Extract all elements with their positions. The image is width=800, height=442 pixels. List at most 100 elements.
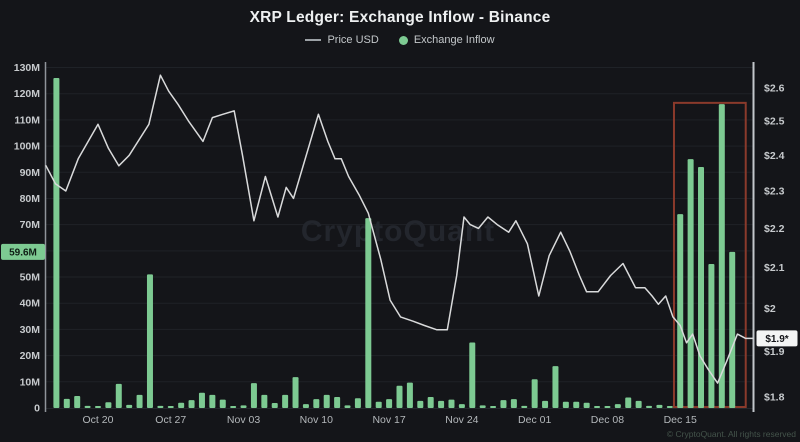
inflow-bar [625, 397, 632, 408]
inflow-bar [313, 399, 320, 408]
inflow-bar [469, 342, 476, 408]
inflow-bar [542, 400, 549, 408]
inflow-bar [510, 399, 517, 408]
x-axis-tick: Oct 27 [155, 414, 186, 426]
inflow-bar [438, 400, 445, 408]
right-axis-tick: $2 [764, 303, 776, 315]
left-axis-tick: 110M [14, 114, 40, 126]
inflow-bar [677, 214, 684, 408]
left-axis-tick: 70M [20, 219, 41, 231]
inflow-bar [718, 104, 725, 409]
inflow-bar [282, 394, 289, 408]
inflow-bar [562, 401, 569, 408]
legend-item-price-usd[interactable]: Price USD [305, 34, 379, 46]
inflow-bar [698, 167, 705, 408]
inflow-bar [666, 406, 673, 408]
inflow-bar [354, 398, 361, 408]
x-axis-tick: Nov 17 [372, 414, 405, 426]
inflow-value-badge-label: 59.6M [9, 247, 37, 258]
inflow-bar [198, 392, 205, 408]
inflow-bar [230, 406, 237, 408]
inflow-bar [531, 379, 538, 408]
inflow-bar [406, 382, 413, 408]
inflow-bar [302, 404, 309, 408]
inflow-bar [53, 77, 60, 408]
right-axis-tick: $2.1 [764, 262, 785, 274]
x-axis-tick: Dec 15 [664, 414, 697, 426]
inflow-bar [146, 274, 153, 408]
inflow-bar [157, 405, 164, 408]
inflow-bar [240, 405, 247, 408]
left-axis-tick: 90M [20, 167, 41, 179]
inflow-bar [250, 383, 257, 408]
x-axis-tick: Nov 10 [300, 414, 333, 426]
inflow-bar [646, 405, 653, 408]
inflow-bar [417, 400, 424, 408]
inflow-bar [115, 383, 122, 408]
x-axis-tick: Dec 01 [518, 414, 551, 426]
inflow-bar [656, 404, 663, 408]
left-axis-tick: 50M [20, 272, 41, 284]
right-axis-tick: $2.2 [764, 223, 785, 235]
inflow-bar [84, 405, 91, 408]
exchange-inflow-dot-icon [398, 35, 408, 45]
inflow-bar [136, 394, 143, 408]
right-axis-tick: $2.6 [764, 82, 785, 94]
inflow-bar [552, 366, 559, 408]
inflow-bar [729, 251, 736, 408]
inflow-bar [74, 395, 81, 408]
right-axis-tick: $1.9 [764, 346, 785, 358]
right-axis-tick: $2.5 [764, 115, 785, 127]
inflow-bar [521, 405, 528, 408]
inflow-bar [500, 400, 507, 408]
left-axis-tick: 20M [20, 350, 41, 362]
price-line-icon [305, 39, 322, 41]
right-axis-tick: $1.8 [764, 392, 785, 404]
right-axis-tick: $2.3 [764, 186, 785, 198]
inflow-bar [614, 404, 621, 408]
x-axis-tick: Dec 08 [591, 414, 624, 426]
inflow-bar [219, 399, 226, 408]
left-axis-tick: 120M [14, 88, 41, 100]
legend-label-price-usd: Price USD [327, 34, 379, 46]
inflow-bar [271, 403, 278, 408]
inflow-bar [365, 218, 372, 408]
inflow-bar [573, 401, 580, 408]
inflow-bar [448, 399, 455, 408]
price-value-badge [756, 330, 798, 347]
inflow-bar [334, 396, 341, 408]
legend-item-exchange-inflow[interactable]: Exchange Inflow [398, 34, 495, 46]
inflow-bar [386, 399, 393, 408]
inflow-bar [687, 159, 694, 408]
inflow-bar [479, 405, 486, 408]
inflow-bar [583, 402, 590, 408]
left-axis-tick: 100M [14, 141, 41, 153]
left-axis-tick: 30M [20, 324, 41, 336]
x-axis-tick: Nov 03 [227, 414, 260, 426]
price-value-badge-label: $1.9* [765, 334, 788, 345]
inflow-bar [261, 394, 268, 408]
inflow-bar [209, 394, 216, 408]
inflow-bar [635, 400, 642, 408]
left-axis-tick: 80M [20, 193, 41, 205]
inflow-bar [708, 263, 715, 408]
inflow-bar [375, 401, 382, 408]
inflow-bar [594, 406, 601, 408]
inflow-bar [490, 406, 497, 408]
legend-label-exchange-inflow: Exchange Inflow [413, 34, 495, 46]
inflow-bar [292, 377, 299, 408]
inflow-bar [63, 398, 70, 408]
inflow-bar [427, 396, 434, 408]
inflow-bar [178, 402, 185, 408]
inflow-bar [126, 404, 133, 408]
left-axis-tick: 40M [20, 298, 41, 310]
inflow-bar [167, 406, 174, 408]
copyright-text: © CryptoQuant. All rights reserved [667, 429, 796, 439]
left-axis-tick: 130M [14, 62, 41, 74]
left-axis-tick: 0 [34, 403, 40, 415]
chart-title: XRP Ledger: Exchange Inflow - Binance [249, 9, 551, 26]
right-axis-tick: $2.4 [764, 150, 785, 162]
inflow-bar [604, 406, 611, 408]
